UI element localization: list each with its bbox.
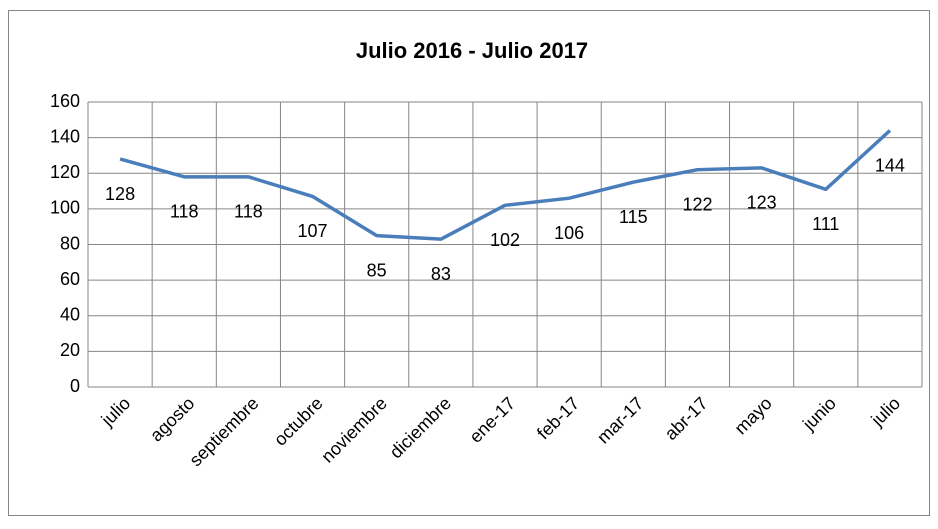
data-line — [119, 129, 892, 241]
chart-title: Julio 2016 - Julio 2017 — [356, 38, 588, 63]
y-tick-label: 140 — [50, 126, 80, 146]
data-label: 144 — [875, 155, 905, 175]
data-label: 107 — [298, 221, 328, 241]
data-label: 118 — [234, 202, 263, 222]
data-label: 83 — [431, 264, 451, 284]
data-label: 123 — [747, 193, 777, 213]
data-label: 128 — [105, 184, 135, 204]
y-tick-label: 20 — [60, 340, 80, 360]
y-tick-label: 80 — [60, 233, 80, 253]
y-tick-label: 60 — [60, 269, 80, 289]
y-tick-label: 120 — [50, 162, 80, 182]
data-label: 122 — [682, 194, 712, 214]
data-label: 106 — [554, 223, 584, 243]
data-label: 102 — [490, 230, 520, 250]
y-tick-label: 40 — [60, 305, 80, 325]
y-tick-label: 160 — [50, 91, 80, 111]
data-label: 118 — [170, 202, 199, 222]
data-label: 85 — [367, 260, 387, 280]
y-tick-label: 0 — [70, 376, 80, 396]
data-label: 115 — [619, 207, 648, 227]
chart-border — [8, 10, 930, 516]
y-tick-label: 100 — [50, 198, 80, 218]
data-label: 111 — [812, 214, 839, 234]
